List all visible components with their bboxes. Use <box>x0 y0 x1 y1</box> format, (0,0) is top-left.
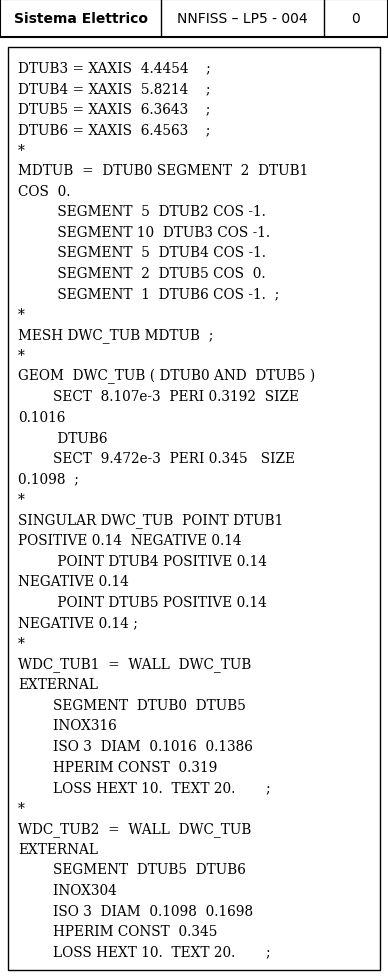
Text: WDC_TUB2  =  WALL  DWC_TUB: WDC_TUB2 = WALL DWC_TUB <box>18 821 251 836</box>
Text: SEGMENT  5  DTUB2 COS -1.: SEGMENT 5 DTUB2 COS -1. <box>18 205 266 219</box>
Text: SEGMENT  1  DTUB6 COS -1.  ;: SEGMENT 1 DTUB6 COS -1. ; <box>18 288 279 301</box>
Text: MDTUB  =  DTUB0 SEGMENT  2  DTUB1: MDTUB = DTUB0 SEGMENT 2 DTUB1 <box>18 164 308 178</box>
Text: DTUB6: DTUB6 <box>18 431 107 445</box>
Text: EXTERNAL: EXTERNAL <box>18 678 98 691</box>
Text: NNFISS – LP5 - 004: NNFISS – LP5 - 004 <box>177 12 308 26</box>
Text: SEGMENT  2  DTUB5 COS  0.: SEGMENT 2 DTUB5 COS 0. <box>18 267 266 281</box>
Text: *: * <box>18 349 25 363</box>
Text: 0.1098  ;: 0.1098 ; <box>18 472 79 486</box>
Text: DTUB4 = XAXIS  5.8214    ;: DTUB4 = XAXIS 5.8214 ; <box>18 82 211 96</box>
Text: *: * <box>18 637 25 650</box>
Text: SINGULAR DWC_TUB  POINT DTUB1: SINGULAR DWC_TUB POINT DTUB1 <box>18 512 283 528</box>
Text: SEGMENT  5  DTUB4 COS -1.: SEGMENT 5 DTUB4 COS -1. <box>18 246 266 260</box>
Text: COS  0.: COS 0. <box>18 185 71 199</box>
Text: MESH DWC_TUB MDTUB  ;: MESH DWC_TUB MDTUB ; <box>18 328 213 342</box>
Text: *: * <box>18 308 25 322</box>
Text: POSITIVE 0.14  NEGATIVE 0.14: POSITIVE 0.14 NEGATIVE 0.14 <box>18 534 242 548</box>
Text: *: * <box>18 144 25 157</box>
Text: LOSS HEXT 10.  TEXT 20.       ;: LOSS HEXT 10. TEXT 20. ; <box>18 780 270 794</box>
Text: SEGMENT  DTUB0  DTUB5: SEGMENT DTUB0 DTUB5 <box>18 698 246 712</box>
Text: GEOM  DWC_TUB ( DTUB0 AND  DTUB5 ): GEOM DWC_TUB ( DTUB0 AND DTUB5 ) <box>18 369 315 384</box>
Text: HPERIM CONST  0.319: HPERIM CONST 0.319 <box>18 760 217 774</box>
Text: NEGATIVE 0.14 ;: NEGATIVE 0.14 ; <box>18 616 138 630</box>
Text: 0: 0 <box>352 12 360 26</box>
Text: Sistema Elettrico: Sistema Elettrico <box>14 12 147 26</box>
Text: INOX316: INOX316 <box>18 719 117 733</box>
Text: DTUB3 = XAXIS  4.4454    ;: DTUB3 = XAXIS 4.4454 ; <box>18 62 211 75</box>
Text: 0.1016: 0.1016 <box>18 411 65 424</box>
Text: ISO 3  DIAM  0.1098  0.1698: ISO 3 DIAM 0.1098 0.1698 <box>18 904 253 917</box>
Text: SECT  9.472e-3  PERI 0.345   SIZE: SECT 9.472e-3 PERI 0.345 SIZE <box>18 452 295 466</box>
Text: SEGMENT  DTUB5  DTUB6: SEGMENT DTUB5 DTUB6 <box>18 863 246 876</box>
Text: POINT DTUB4 POSITIVE 0.14: POINT DTUB4 POSITIVE 0.14 <box>18 555 267 568</box>
Text: NEGATIVE 0.14: NEGATIVE 0.14 <box>18 575 129 589</box>
Text: INOX304: INOX304 <box>18 883 117 897</box>
Text: *: * <box>18 801 25 815</box>
Text: SECT  8.107e-3  PERI 0.3192  SIZE: SECT 8.107e-3 PERI 0.3192 SIZE <box>18 390 299 404</box>
Text: HPERIM CONST  0.345: HPERIM CONST 0.345 <box>18 924 217 938</box>
Text: EXTERNAL: EXTERNAL <box>18 842 98 856</box>
Text: WDC_TUB1  =  WALL  DWC_TUB: WDC_TUB1 = WALL DWC_TUB <box>18 656 251 672</box>
Text: ISO 3  DIAM  0.1016  0.1386: ISO 3 DIAM 0.1016 0.1386 <box>18 739 253 753</box>
Text: *: * <box>18 493 25 507</box>
Text: LOSS HEXT 10.  TEXT 20.       ;: LOSS HEXT 10. TEXT 20. ; <box>18 945 270 958</box>
Text: DTUB5 = XAXIS  6.3643    ;: DTUB5 = XAXIS 6.3643 ; <box>18 103 210 116</box>
Text: SEGMENT 10  DTUB3 COS -1.: SEGMENT 10 DTUB3 COS -1. <box>18 226 270 240</box>
Text: DTUB6 = XAXIS  6.4563    ;: DTUB6 = XAXIS 6.4563 ; <box>18 123 210 137</box>
Text: POINT DTUB5 POSITIVE 0.14: POINT DTUB5 POSITIVE 0.14 <box>18 596 267 609</box>
